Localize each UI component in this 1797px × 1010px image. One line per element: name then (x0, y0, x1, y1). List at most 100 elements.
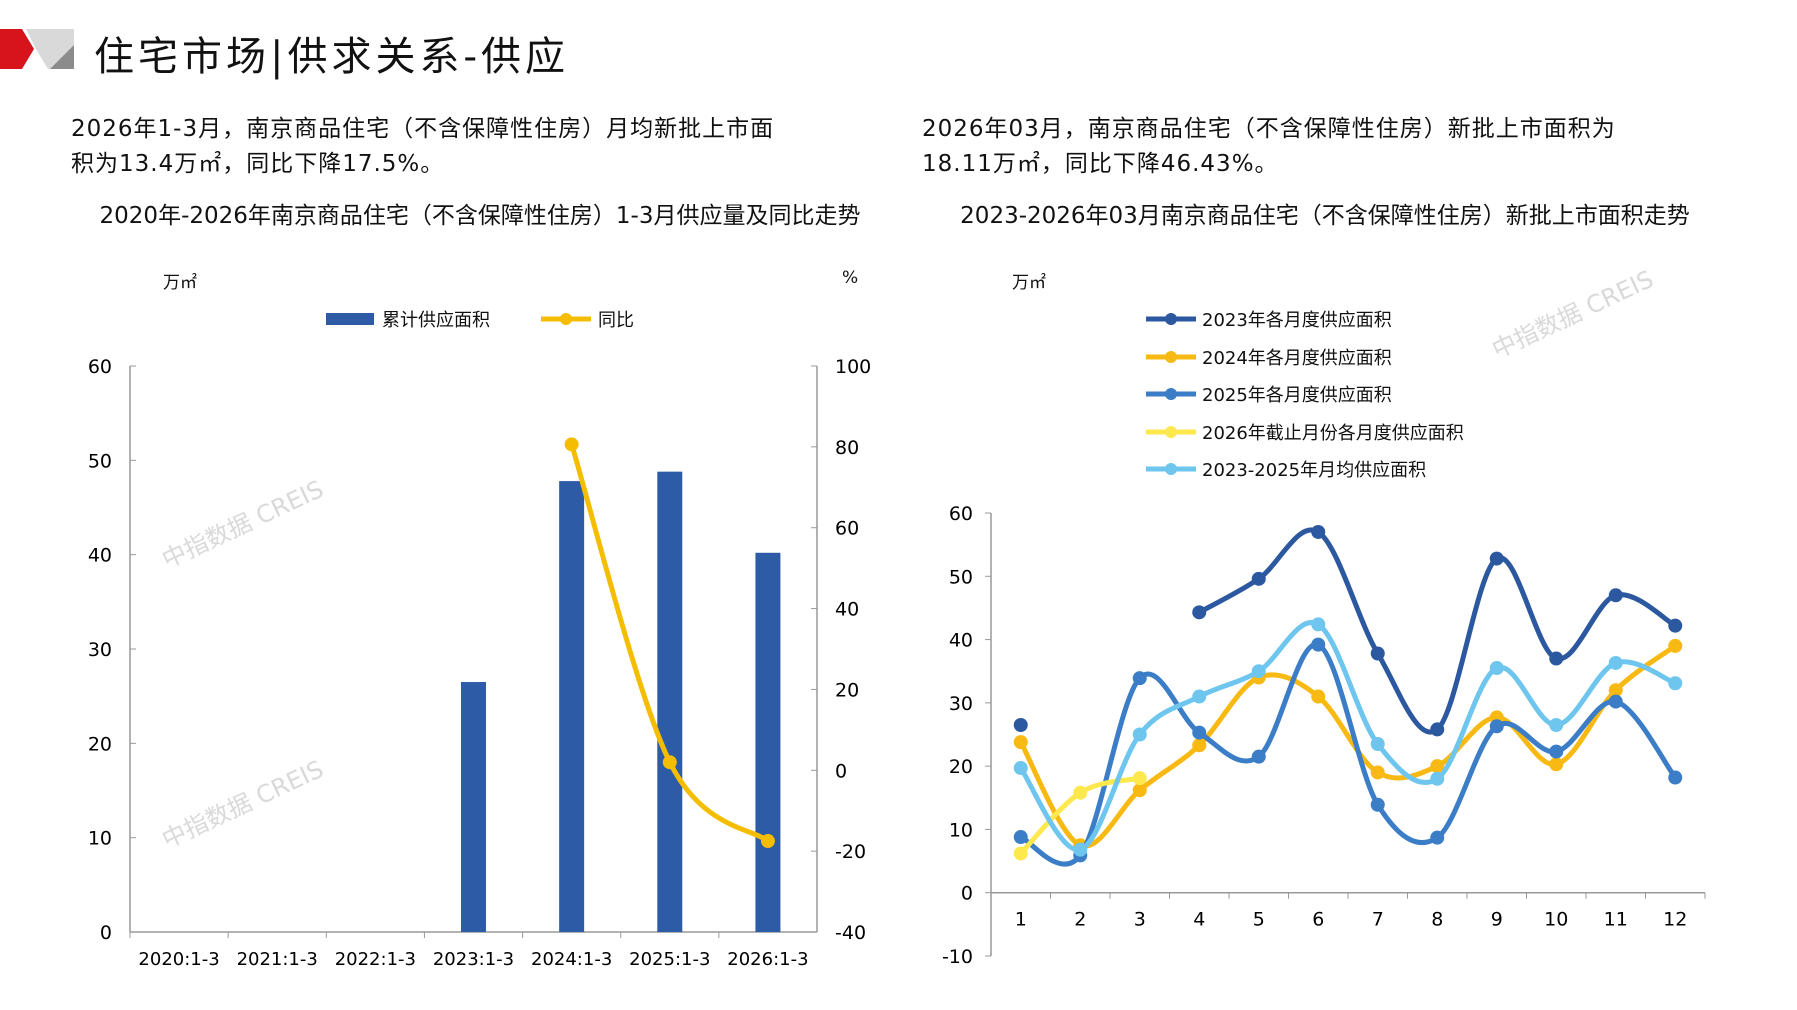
series-2-point-3 (1132, 671, 1147, 686)
yoy-point-2024:1-3 (564, 437, 579, 452)
x-tick-label: 8 (1431, 909, 1443, 931)
series-2-point-10 (1549, 744, 1564, 759)
series-2-point-4 (1192, 725, 1207, 740)
x-tick-label: 2 (1074, 909, 1086, 931)
logo-icon (0, 29, 74, 69)
series-4-point-1 (1013, 761, 1028, 776)
right-summary: 2026年03月，南京商品住宅（不含保障性住房）新批上市面积为 18.11万㎡，… (922, 112, 1616, 182)
x-tick-label: 2026:1-3 (727, 949, 808, 970)
left-summary-line1: 2026年1-3月，南京商品住宅（不含保障性住房）月均新批上市面 (71, 116, 775, 142)
series-4-point-10 (1549, 718, 1564, 733)
series-1-point-7 (1370, 765, 1385, 780)
series-0-point-10 (1549, 651, 1564, 666)
series-3-point-2 (1073, 785, 1088, 800)
series-4-point-7 (1370, 736, 1385, 751)
y2-tick-label: 0 (835, 760, 847, 782)
y-tick-label: 50 (949, 566, 973, 588)
legend-label: 2023-2025年月均供应面积 (1202, 460, 1427, 481)
legend-swatch-yoy (541, 310, 591, 332)
right-summary-line1: 2026年03月，南京商品住宅（不含保障性住房）新批上市面积为 (922, 116, 1616, 142)
y-tick-label: 60 (88, 356, 112, 378)
legend-swatch (1146, 385, 1196, 407)
x-tick-label: 11 (1604, 909, 1628, 931)
left-y-unit: 万㎡ (163, 273, 197, 293)
y-tick-label: 0 (100, 922, 112, 944)
series-3-point-3 (1132, 771, 1147, 786)
y2-tick-label: -40 (835, 922, 866, 944)
right-y2-unit: % (842, 268, 859, 288)
series-2-point-8 (1430, 830, 1445, 845)
right-summary-line2: 18.11万㎡，同比下降46.43%。 (922, 151, 1279, 177)
series-2-point-12 (1668, 770, 1683, 785)
y-tick-label: 10 (88, 828, 112, 850)
x-tick-label: 2023:1-3 (433, 949, 514, 970)
series-0-point-6 (1311, 524, 1326, 539)
yoy-point-2026:1-3 (760, 834, 775, 849)
y2-tick-label: 40 (835, 599, 859, 621)
y-tick-label: 30 (88, 639, 112, 661)
series-1-point-8 (1430, 759, 1445, 774)
y-tick-label: 50 (88, 450, 112, 472)
legend-swatch (1146, 310, 1196, 332)
series-0-point-5 (1251, 571, 1266, 586)
series-1-point-6 (1311, 689, 1326, 704)
y2-tick-label: 60 (835, 518, 859, 540)
bar-2026:1-3 (755, 552, 781, 932)
series-1-point-1 (1013, 735, 1028, 750)
series-0-point-11 (1608, 588, 1623, 603)
y-tick-label: -10 (942, 946, 973, 968)
yoy-line (569, 441, 771, 844)
y-tick-label: 0 (961, 883, 973, 905)
series-4-point-8 (1430, 771, 1445, 786)
legend-label: 2025年各月度供应面积 (1202, 385, 1392, 406)
x-tick-label: 5 (1253, 909, 1265, 931)
series-3-point-1 (1013, 846, 1028, 861)
right-chart-title: 2023-2026年03月南京商品住宅（不含保障性住房）新批上市面积走势 (960, 203, 1690, 229)
series-4-point-11 (1608, 655, 1623, 670)
legend-label-yoy: 同比 (598, 310, 634, 331)
header-logo (0, 29, 74, 69)
series-1-point-11 (1608, 683, 1623, 698)
y-tick-label: 30 (949, 693, 973, 715)
x-tick-label: 2021:1-3 (237, 949, 318, 970)
series-4-point-12 (1668, 676, 1683, 691)
series-0-point-8 (1430, 722, 1445, 737)
x-tick-label: 3 (1134, 909, 1146, 931)
legend-label: 2026年截止月份各月度供应面积 (1202, 422, 1464, 444)
series-2-point-7 (1370, 797, 1385, 812)
y-tick-label: 40 (88, 545, 112, 567)
series-2-point-5 (1251, 749, 1266, 764)
y2-tick-label: -20 (835, 841, 866, 863)
y-tick-label: 10 (949, 819, 973, 841)
y-tick-label: 40 (949, 630, 973, 652)
y2-tick-label: 100 (835, 356, 871, 378)
x-tick-label: 12 (1663, 909, 1687, 931)
series-1-point-3 (1132, 783, 1147, 798)
left-summary: 2026年1-3月，南京商品住宅（不含保障性住房）月均新批上市面 积为13.4万… (71, 112, 774, 182)
series-1-point-10 (1549, 757, 1564, 772)
legend-swatch (1146, 348, 1196, 370)
series-4-point-9 (1489, 661, 1504, 676)
y-tick-label: 20 (88, 733, 112, 755)
yoy-point-2025:1-3 (662, 755, 677, 770)
y2-tick-label: 80 (835, 437, 859, 459)
x-tick-label: 2024:1-3 (531, 949, 612, 970)
y-tick-label: 20 (949, 756, 973, 778)
series-1-point-4 (1192, 738, 1207, 753)
page-title: 住宅市场|供求关系-供应 (94, 34, 569, 80)
series-0-point-4 (1192, 605, 1207, 620)
series-0-point-1 (1013, 718, 1028, 733)
series-2-point-1 (1013, 830, 1028, 845)
series-1-point-12 (1668, 638, 1683, 653)
series-2-point-9 (1489, 719, 1504, 734)
series-4-point-6 (1311, 617, 1326, 632)
series-0-point-12 (1668, 618, 1683, 633)
x-tick-label: 10 (1544, 909, 1568, 931)
bar-2023:1-3 (461, 682, 486, 932)
y2-tick-label: 20 (835, 679, 859, 701)
legend-label-bar: 累计供应面积 (382, 310, 490, 331)
series-4-point-2 (1073, 842, 1088, 857)
x-tick-label: 1 (1015, 909, 1027, 931)
legend-swatch (1146, 460, 1196, 482)
